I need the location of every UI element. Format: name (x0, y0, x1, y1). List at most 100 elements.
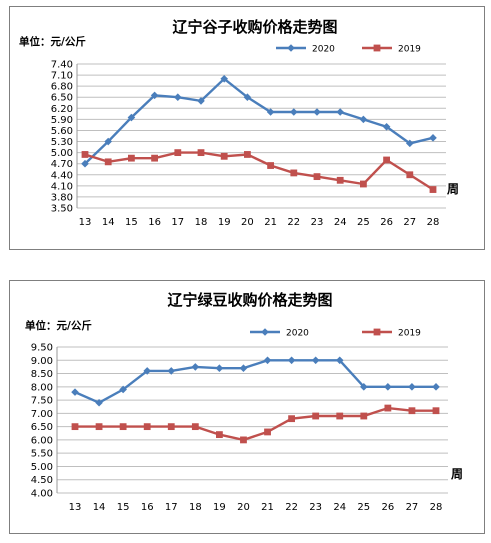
x-tick-label: 16 (148, 217, 161, 228)
series-line-2020 (84, 77, 434, 165)
data-point-2019 (244, 151, 251, 158)
data-point-2019 (267, 162, 274, 169)
data-point-2020 (432, 383, 440, 391)
data-point-2020 (290, 108, 298, 116)
y-tick-label: 5.00 (31, 462, 53, 473)
chart-panel-millet: 辽宁谷子收购价格走势图 单位：元/公斤 3.50 3.80 4.10 4.40 4.70 5.… (9, 6, 485, 250)
legend-marker-2020 (287, 44, 295, 52)
x-tick-label: 28 (430, 502, 443, 513)
series-line-2020 (74, 359, 436, 405)
unit-label: 单位：元/公斤 (19, 35, 86, 48)
data-point-2019 (429, 186, 437, 193)
data-point-2020 (335, 356, 344, 365)
x-tick-label: 24 (333, 502, 346, 513)
data-point-2020 (313, 108, 321, 116)
y-tick-label: 4.70 (51, 159, 73, 170)
x-tick-label: 21 (264, 217, 277, 228)
x-tick-label: 21 (261, 502, 274, 513)
data-point-2019 (81, 151, 89, 158)
data-point-2019 (167, 423, 175, 431)
chart-title: 辽宁谷子收购价格走势图 (172, 18, 337, 36)
data-point-2019 (128, 154, 135, 162)
data-point-2020 (311, 356, 320, 365)
data-point-2019 (336, 176, 344, 184)
x-tick-label: 17 (165, 502, 178, 513)
data-point-2020 (384, 383, 392, 391)
x-tick-label: 15 (117, 502, 130, 513)
x-tick-label: 19 (218, 217, 231, 228)
data-point-2019 (104, 158, 112, 166)
data-point-2019 (384, 404, 392, 412)
data-point-2019 (290, 169, 298, 177)
y-tick-label: 5.90 (51, 115, 73, 126)
y-tick-label: 4.10 (51, 181, 73, 192)
chart-millet: 辽宁谷子收购价格走势图单位：元/公斤3.503.804.104.404.705.… (19, 18, 459, 228)
data-point-2020 (95, 398, 103, 407)
data-point-2019 (240, 436, 247, 444)
x-tick-label: 20 (241, 217, 254, 228)
data-point-2019 (216, 431, 223, 438)
y-tick-label: 8.50 (31, 369, 53, 380)
x-tick-label: 18 (189, 502, 202, 513)
x-tick-label: 27 (403, 217, 416, 228)
x-axis-label: 周 (451, 467, 463, 481)
y-tick-label: 7.40 (51, 60, 73, 71)
data-point-2020 (408, 383, 416, 391)
x-tick-label: 14 (102, 217, 115, 228)
x-tick-label: 19 (213, 502, 226, 513)
data-point-2019 (383, 156, 390, 164)
x-tick-label: 13 (69, 502, 82, 513)
y-tick-label: 5.50 (31, 449, 53, 460)
x-tick-label: 22 (285, 502, 298, 513)
data-point-2019 (119, 423, 127, 431)
data-point-2020 (243, 93, 252, 102)
y-tick-label: 4.40 (51, 170, 73, 181)
data-point-2019 (71, 423, 79, 431)
x-tick-label: 26 (381, 502, 394, 513)
data-point-2019 (151, 154, 158, 162)
data-point-2019 (313, 173, 321, 181)
x-tick-label: 24 (334, 217, 347, 228)
y-tick-label: 9.00 (31, 356, 53, 367)
y-tick-label: 7.10 (51, 71, 73, 82)
x-tick-label: 14 (93, 502, 106, 513)
y-tick-label: 8.00 (31, 382, 53, 393)
x-tick-label: 28 (427, 217, 440, 228)
data-point-2019 (264, 428, 271, 436)
data-point-2020 (336, 108, 344, 116)
y-tick-label: 6.80 (51, 82, 73, 93)
x-tick-label: 26 (380, 217, 393, 228)
y-tick-label: 6.00 (31, 435, 53, 446)
legend-marker-2020 (261, 328, 269, 336)
y-tick-label: 4.00 (31, 489, 53, 500)
data-point-2020 (360, 383, 368, 391)
x-tick-label: 23 (309, 502, 322, 513)
data-point-2020 (174, 93, 182, 102)
data-point-2019 (312, 412, 320, 420)
x-tick-label: 25 (357, 502, 370, 513)
y-tick-label: 6.20 (51, 104, 73, 115)
x-tick-label: 18 (195, 217, 208, 228)
data-point-2020 (104, 137, 112, 146)
x-tick-label: 20 (237, 502, 250, 513)
unit-label: 单位：元/公斤 (25, 319, 92, 332)
legend-label-2020: 2020 (286, 329, 309, 339)
data-point-2020 (143, 367, 151, 375)
data-point-2020 (429, 134, 437, 142)
y-tick-label: 6.50 (31, 422, 53, 433)
y-tick-label: 5.30 (51, 137, 73, 148)
data-point-2020 (81, 159, 89, 168)
x-tick-label: 16 (141, 502, 154, 513)
data-point-2019 (174, 149, 182, 157)
y-tick-label: 5.00 (51, 148, 73, 159)
chart-panel-mungbean: 辽宁绿豆收购价格走势图 单位：元/公斤 4.00 4.50 5.00 5.50 6.00 6.… (9, 280, 485, 534)
legend-label-2020: 2020 (312, 45, 335, 55)
data-point-2019 (432, 407, 440, 415)
y-tick-label: 7.50 (31, 396, 53, 407)
y-tick-label: 3.50 (51, 204, 73, 215)
data-point-2020 (406, 139, 414, 148)
x-axis-label: 周 (447, 182, 459, 196)
data-point-2019 (336, 412, 344, 420)
data-point-2020 (359, 115, 368, 124)
